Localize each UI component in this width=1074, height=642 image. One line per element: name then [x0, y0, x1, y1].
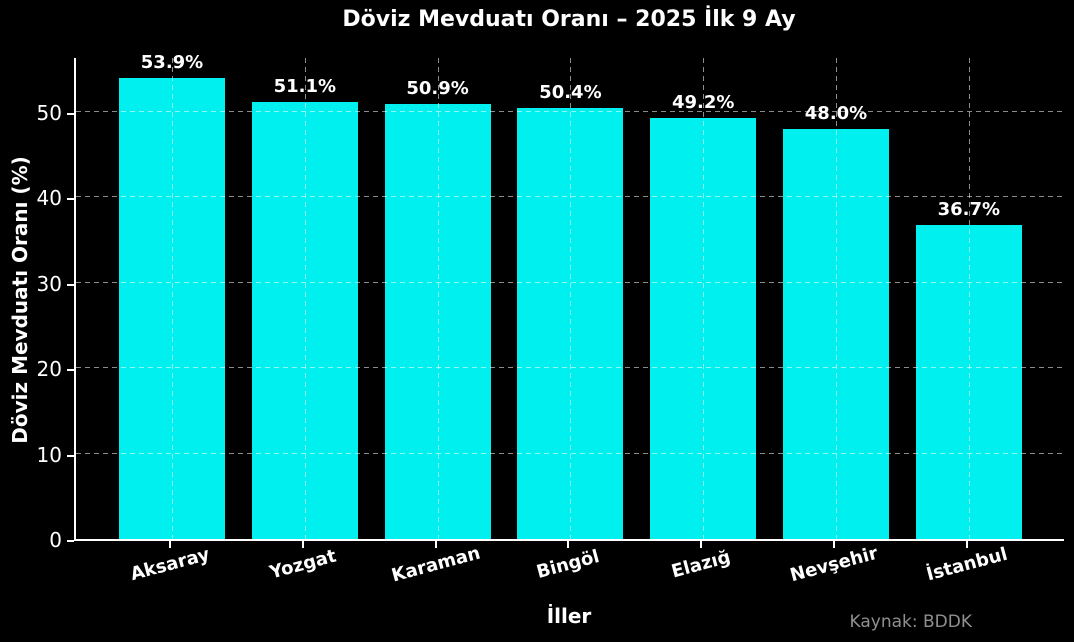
x-tick-mark	[434, 541, 437, 548]
horizontal-gridline	[76, 196, 1064, 198]
bar-value-label: 49.2%	[671, 92, 735, 114]
bar-value-label: 50.9%	[406, 77, 469, 99]
x-axis-label: İller	[546, 604, 592, 628]
horizontal-gridline	[76, 281, 1064, 283]
horizontal-gridline	[76, 367, 1064, 369]
vertical-gridline	[836, 58, 837, 539]
vertical-gridline	[968, 58, 970, 539]
x-tick-mark	[169, 541, 171, 548]
bar-value-label: 48.0%	[804, 102, 868, 124]
bar-value-label: 51.1%	[273, 76, 337, 98]
bar-value-label: 36.7%	[937, 199, 1001, 221]
y-tick-label: 20	[36, 357, 62, 382]
x-tick-label-Nevşehir: Nevşehir	[787, 542, 881, 587]
vertical-gridline	[172, 58, 173, 539]
horizontal-gridline	[76, 110, 1064, 112]
chart-title: Döviz Mevduatı Oranı – 2025 İlk 9 Ay	[342, 7, 796, 32]
vertical-gridline	[703, 58, 705, 539]
bar-value-label: 53.9%	[140, 52, 204, 74]
x-tick-label-Elazığ: Elazığ	[669, 546, 733, 583]
bar-value-label: 50.4%	[539, 82, 602, 104]
x-tick-mark	[833, 541, 835, 548]
y-tick-mark	[67, 454, 74, 457]
vertical-gridline	[570, 58, 572, 539]
y-tick-label: 0	[49, 528, 62, 552]
y-tick-label: 30	[36, 271, 62, 296]
y-tick-label: 40	[36, 186, 62, 211]
x-tick-label-Aksaray: Aksaray	[128, 543, 212, 586]
y-tick-mark	[67, 283, 74, 286]
y-tick-label: 50	[36, 100, 62, 125]
plot-area: 53.9% 51.1% 50.9% 50.4% 49.2% 48.0% 36.7%	[74, 52, 1064, 541]
vertical-gridline	[304, 58, 306, 539]
horizontal-gridline	[76, 452, 1064, 454]
source-note: Kaynak: BDDK	[849, 612, 973, 632]
y-tick-mark	[67, 112, 74, 115]
vertical-gridline	[437, 58, 439, 539]
x-tick-mark	[567, 541, 570, 548]
x-tick-label-Karaman: Karaman	[389, 542, 483, 587]
x-tick-mark	[965, 541, 968, 548]
x-tick-label-Bingöl: Bingöl	[534, 546, 603, 583]
x-tick-label-İstanbul: İstanbul	[924, 543, 1010, 586]
y-tick-mark	[67, 369, 74, 372]
y-tick-label: 10	[36, 442, 62, 467]
x-tick-label-Yozgat: Yozgat	[267, 545, 339, 584]
x-tick-mark	[301, 541, 304, 548]
x-tick-mark	[700, 541, 703, 548]
y-tick-mark	[67, 198, 74, 201]
y-tick-mark	[67, 540, 74, 542]
